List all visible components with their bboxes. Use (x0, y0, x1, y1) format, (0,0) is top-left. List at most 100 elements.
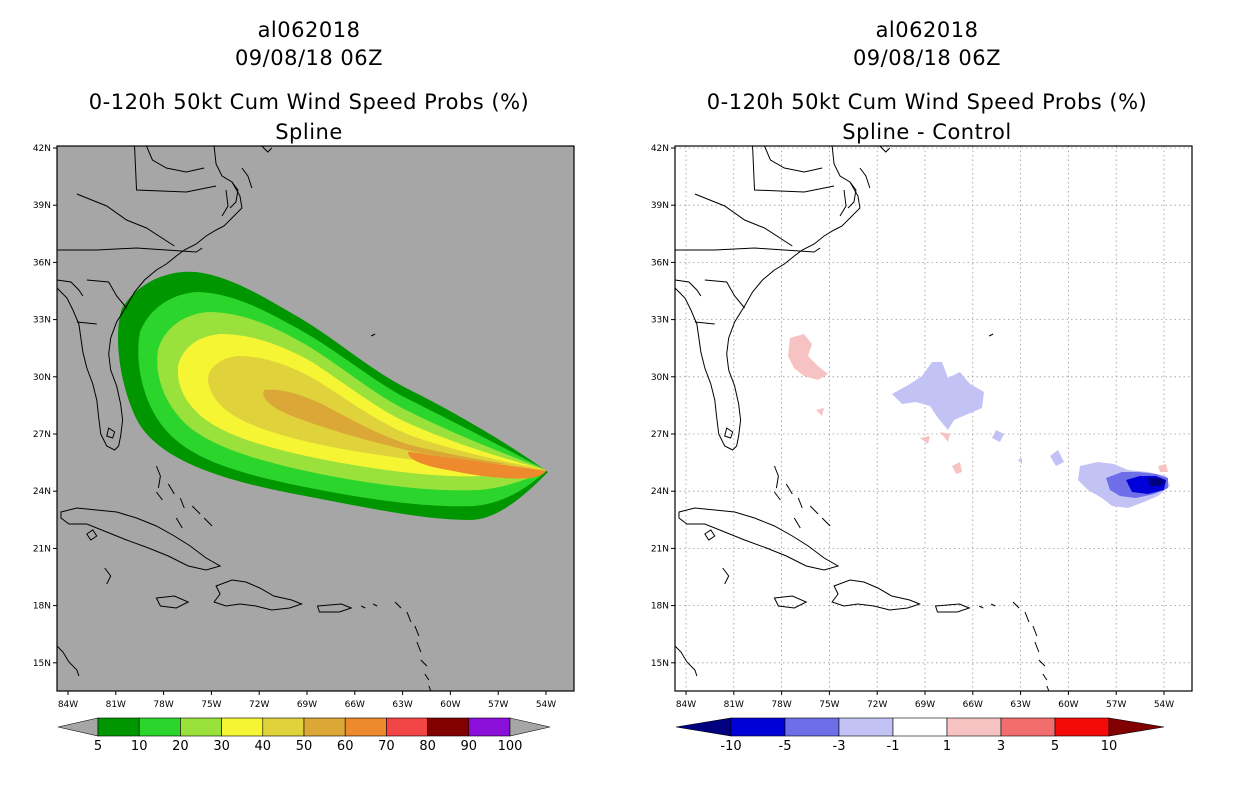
colorbar-segment (427, 717, 470, 737)
colorbar-label: 20 (172, 739, 189, 754)
left-map: 42N 39N 36N 33N 30N 27N 24N 21N 18N 15N 84W 81W 78W 7… (33, 144, 575, 754)
right-map-frame (674, 145, 1193, 692)
colorbar-label: 100 (498, 739, 523, 754)
lat-label: 15N (651, 659, 669, 669)
colorbar-low-arrow (57, 717, 99, 737)
left-storm-id: al062018 (257, 18, 361, 42)
left-axis-labels: 42N 39N 36N 33N 30N 27N 24N 21N 18N 15N 84W 81W 78W 7… (33, 144, 556, 710)
colorbar-label: 30 (213, 739, 230, 754)
colorbar-label: 10 (1101, 739, 1118, 754)
colorbar-label: 80 (419, 739, 436, 754)
colorbar-segment (1054, 717, 1110, 737)
right-datetime: 09/08/18 06Z (852, 46, 1002, 70)
lon-label: 60W (440, 700, 460, 710)
colorbar-segment (730, 717, 786, 737)
lat-label: 27N (33, 430, 51, 440)
swath-40 (208, 356, 546, 471)
lat-label: 24N (651, 487, 669, 497)
diff-neg-patch (892, 362, 984, 430)
lat-label: 21N (33, 544, 51, 554)
left-product-title: 0-120h 50kt Cum Wind Speed Probs (%) (88, 90, 530, 114)
colorbar-segment (784, 717, 840, 737)
colorbar-segment (838, 717, 894, 737)
lon-label: 63W (1010, 700, 1030, 710)
right-storm-id: al062018 (875, 18, 979, 42)
diff-pos-patch (1158, 464, 1168, 472)
colorbar-segment (221, 717, 264, 737)
diff-pos-patch (788, 334, 828, 380)
diff-neg-patch (1018, 450, 1064, 466)
lat-label: 24N (33, 487, 51, 497)
colorbar-label: 40 (255, 739, 272, 754)
colorbar-segment (344, 717, 387, 737)
lat-label: 30N (33, 373, 51, 383)
lon-label: 84W (676, 700, 696, 710)
lon-label: 81W (724, 700, 744, 710)
left-subtitle: Spline (275, 120, 343, 144)
diff-neg-patch (1148, 478, 1166, 486)
lon-label: 57W (1106, 700, 1126, 710)
lon-label: 63W (392, 700, 412, 710)
colorbar-segment (386, 717, 428, 737)
right-gridlines (675, 146, 1192, 691)
swath-60 (408, 452, 546, 479)
right-subtitle: Spline - Control (842, 120, 1012, 144)
lon-label: 66W (345, 700, 365, 710)
colorbar-low-arrow (675, 717, 732, 737)
colorbar-segment (97, 717, 140, 737)
lat-label: 30N (651, 373, 669, 383)
lon-label: 69W (297, 700, 317, 710)
lon-label: 60W (1058, 700, 1078, 710)
swath-50 (263, 389, 546, 471)
colorbar-segment (180, 717, 222, 737)
left-map-frame (56, 145, 575, 692)
diff-neg-patch (992, 430, 1004, 442)
right-product-title: 0-120h 50kt Cum Wind Speed Probs (%) (706, 90, 1148, 114)
lon-label: 54W (1154, 700, 1174, 710)
lon-label: 69W (915, 700, 935, 710)
lon-label: 72W (867, 700, 887, 710)
colorbar-label: 5 (1051, 739, 1059, 754)
lat-label: 18N (651, 602, 669, 612)
right-colorbar: -10 -5 -3 -1 1 3 5 10 (675, 717, 1165, 754)
colorbar-label: 70 (378, 739, 395, 754)
colorbar-segment (468, 717, 511, 737)
colorbar-label: 90 (461, 739, 478, 754)
colorbar-segment (303, 717, 346, 737)
lat-label: 15N (33, 659, 51, 669)
colorbar-segment (946, 717, 1002, 737)
lon-label: 78W (771, 700, 791, 710)
lat-label: 36N (651, 258, 669, 268)
lat-label: 33N (651, 316, 669, 326)
lat-label: 39N (651, 201, 669, 211)
diff-pos-patch (816, 408, 824, 416)
left-panel: al062018 09/08/18 06Z 0-120h 50kt Cum Wi… (33, 18, 575, 754)
lon-label: 84W (58, 700, 78, 710)
lat-label: 39N (33, 201, 51, 211)
right-panel: al062018 09/08/18 06Z 0-120h 50kt Cum Wi… (618, 0, 1236, 800)
colorbar-label: 60 (337, 739, 354, 754)
lon-label: 75W (201, 700, 221, 710)
lat-label: 42N (651, 144, 669, 154)
right-axis-labels: 42N 39N 36N 33N 30N 27N 24N 21N 18N 15N 84W 81W 78W 7… (651, 144, 1174, 710)
lon-label: 57W (488, 700, 508, 710)
lat-label: 36N (33, 258, 51, 268)
colorbar-segment (1000, 717, 1056, 737)
lat-label: 33N (33, 316, 51, 326)
colorbar-label: -10 (720, 739, 741, 754)
colorbar-label: 3 (997, 739, 1005, 754)
lon-label: 78W (153, 700, 173, 710)
lat-label: 18N (33, 602, 51, 612)
lon-label: 72W (249, 700, 269, 710)
lat-label: 27N (651, 430, 669, 440)
colorbar-label: 1 (943, 739, 951, 754)
colorbar-label: 10 (131, 739, 148, 754)
left-datetime: 09/08/18 06Z (234, 46, 384, 70)
right-map-background (675, 146, 1192, 691)
lon-label: 75W (819, 700, 839, 710)
colorbar-label: 50 (296, 739, 313, 754)
colorbar-high-arrow (1108, 717, 1165, 737)
left-probability-swath (117, 271, 548, 520)
colorbar-segment (262, 717, 305, 737)
colorbar-high-arrow (509, 717, 551, 737)
